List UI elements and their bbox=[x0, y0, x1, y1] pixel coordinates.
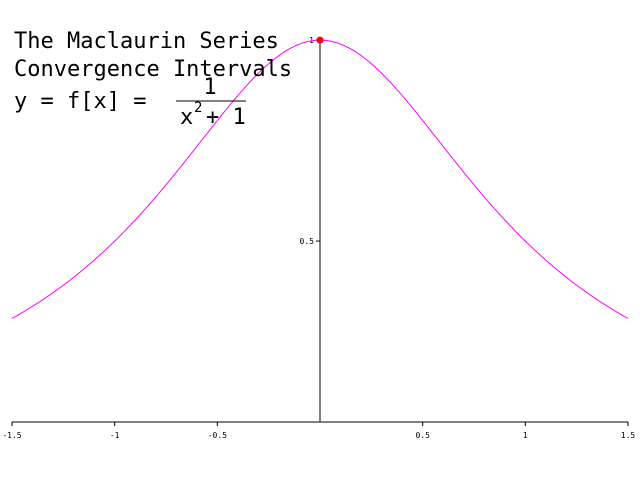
x-tick-label: 1 bbox=[523, 431, 528, 440]
chart-title: The Maclaurin Series Convergence Interva… bbox=[14, 29, 292, 82]
x-tick-label: -1.5 bbox=[2, 431, 21, 440]
formula-numerator: 1 bbox=[203, 75, 216, 100]
formula: y = f[x] = 1 x 2 + 1 bbox=[14, 75, 246, 130]
highlight-point bbox=[316, 36, 324, 44]
x-tick-label: 0.5 bbox=[415, 431, 430, 440]
y-tick-label: 0.5 bbox=[300, 237, 315, 246]
title-line-1: The Maclaurin Series bbox=[14, 29, 279, 54]
highlight-points bbox=[316, 36, 324, 44]
x-tick-label: 1.5 bbox=[621, 431, 636, 440]
x-tick-label: -1 bbox=[110, 431, 120, 440]
x-tick-label: -0.5 bbox=[208, 431, 227, 440]
formula-denominator-rest: + 1 bbox=[206, 105, 246, 130]
formula-lhs: y = f[x] = bbox=[14, 89, 146, 114]
formula-denominator-base: x bbox=[180, 105, 193, 130]
title-line-2: Convergence Intervals bbox=[14, 57, 292, 82]
formula-denominator-exponent: 2 bbox=[194, 100, 202, 116]
